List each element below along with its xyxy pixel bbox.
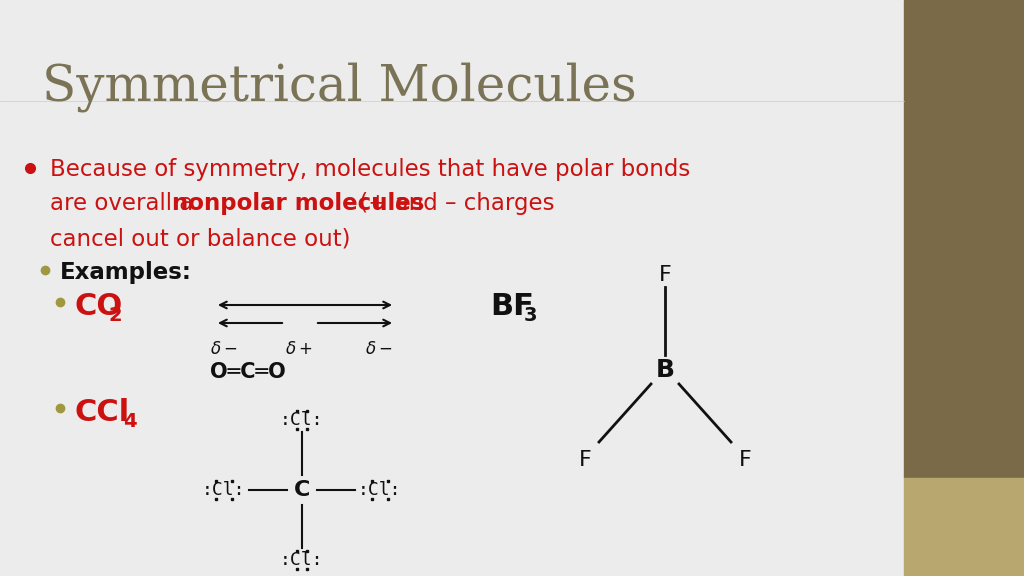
Text: $\delta-$: $\delta-$ xyxy=(210,340,238,358)
Text: are overall a: are overall a xyxy=(50,192,201,215)
Text: $\delta-$: $\delta-$ xyxy=(365,340,392,358)
Text: $\delta+$: $\delta+$ xyxy=(285,340,312,358)
Text: :Cl:: :Cl: xyxy=(281,411,324,429)
Text: cancel out or balance out): cancel out or balance out) xyxy=(50,227,350,250)
Bar xyxy=(904,0,1024,478)
Text: Symmetrical Molecules: Symmetrical Molecules xyxy=(42,62,637,112)
Text: 4: 4 xyxy=(123,412,136,431)
Text: C: C xyxy=(294,480,310,500)
Text: :Cl:: :Cl: xyxy=(358,481,401,499)
Text: B: B xyxy=(655,358,675,382)
Text: CCl: CCl xyxy=(75,398,130,427)
Text: (+ and – charges: (+ and – charges xyxy=(352,192,554,215)
Text: Because of symmetry, molecules that have polar bonds: Because of symmetry, molecules that have… xyxy=(50,158,690,181)
Text: CO: CO xyxy=(75,292,123,321)
Text: nonpolar molecules: nonpolar molecules xyxy=(172,192,424,215)
Text: F: F xyxy=(579,450,592,470)
Bar xyxy=(904,478,1024,576)
Text: Examples:: Examples: xyxy=(60,261,191,284)
Text: O═C═O: O═C═O xyxy=(210,362,286,382)
Text: :Cl:: :Cl: xyxy=(281,551,324,569)
Text: F: F xyxy=(738,450,752,470)
Text: :Cl:: :Cl: xyxy=(203,481,246,499)
Text: 3: 3 xyxy=(524,306,538,325)
Text: F: F xyxy=(658,265,672,285)
Text: 2: 2 xyxy=(109,306,123,325)
Text: BF: BF xyxy=(490,292,534,321)
